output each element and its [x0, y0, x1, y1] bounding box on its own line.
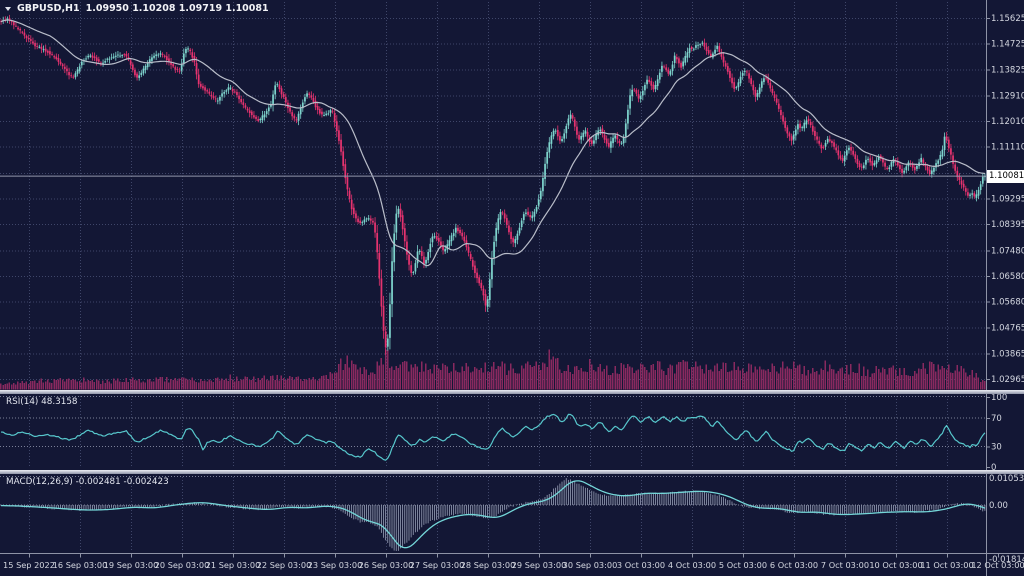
rsi-label: RSI(14) 48.3158: [6, 397, 78, 407]
time-tick-label: 6 Oct 03:00: [770, 560, 818, 570]
price-tick-label: 1.06580: [991, 272, 1024, 282]
price-tick-label: 1.09295: [991, 195, 1024, 205]
time-tick-label: 21 Sep 03:00: [206, 560, 261, 570]
price-tick-label: 1.07480: [991, 246, 1024, 256]
price-tick-label: 1.15625: [991, 14, 1024, 24]
time-tick-label: 4 Oct 03:00: [668, 560, 716, 570]
price-tick-label: 1.14725: [991, 40, 1024, 50]
time-tick-label: 20 Sep 03:00: [155, 560, 210, 570]
time-tick-label: 19 Sep 03:00: [104, 560, 159, 570]
time-tick-label: 29 Sep 03:00: [512, 560, 567, 570]
time-tick-label: 11 Oct 03:00: [920, 560, 973, 570]
time-tick-label: 16 Sep 03:00: [53, 560, 108, 570]
time-tick-label: 22 Sep 03:00: [257, 560, 312, 570]
macd-label-text: MACD(12,26,9) -0.002481 -0.002423: [6, 477, 169, 487]
macd-series: [0, 478, 986, 551]
ohlc-values: 1.09950 1.10208 1.09719 1.10081: [85, 3, 269, 14]
rsi-tick-label: 100: [991, 393, 1007, 403]
time-tick-label: 7 Oct 03:00: [821, 560, 869, 570]
symbol-dropdown-icon[interactable]: [5, 6, 11, 11]
rsi-tick-label: 70: [991, 414, 1002, 424]
macd-tick-label: 0.010533: [989, 474, 1024, 484]
time-tick-label: 26 Sep 03:00: [359, 560, 414, 570]
price-tick-label: 1.04765: [991, 324, 1024, 334]
rsi-tick-label: 0: [991, 463, 996, 473]
symbol-period-label: GBPUSD,H1: [17, 3, 80, 14]
macd-label: MACD(12,26,9) -0.002481 -0.002423: [6, 477, 169, 487]
panel-splitter[interactable]: [0, 470, 1024, 474]
moving-average-line: [0, 19, 986, 267]
price-tick-label: 1.05680: [991, 298, 1024, 308]
price-tick-label: 1.13825: [991, 65, 1024, 75]
price-tick-label: 1.08395: [991, 220, 1024, 230]
time-tick-label: 12 Oct 03:00: [971, 560, 1024, 570]
time-tick-label: 5 Oct 03:00: [719, 560, 767, 570]
time-tick-label: 10 Oct 03:00: [869, 560, 922, 570]
price-tick-label: 1.03865: [991, 349, 1024, 359]
chart-title: GBPUSD,H1 1.09950 1.10208 1.09719 1.1008…: [5, 3, 269, 14]
volume-histogram: [0, 349, 986, 390]
price-tick-label: 1.02965: [991, 375, 1024, 385]
macd-tick-label: -0.018143: [989, 555, 1024, 565]
time-tick-label: 30 Sep 03:00: [563, 560, 618, 570]
price-tick-label: 1.11110: [991, 143, 1024, 153]
price-tick-label: 1.12010: [991, 117, 1024, 127]
time-tick-label: 15 Sep 2022: [3, 560, 55, 570]
current-price-tag: 1.10081: [987, 170, 1024, 183]
macd-tick-label: 0.00: [989, 501, 1008, 511]
rsi-tick-label: 30: [991, 443, 1002, 453]
rsi-line: [0, 413, 986, 461]
time-tick-label: 23 Sep 03:00: [308, 560, 363, 570]
time-tick-label: 27 Sep 03:00: [410, 560, 465, 570]
candlestick-series: [0, 14, 986, 355]
time-tick-label: 3 Oct 03:00: [617, 560, 665, 570]
chart-grid: [0, 2, 986, 552]
price-tick-label: 1.12910: [991, 91, 1024, 101]
panel-splitter[interactable]: [0, 390, 1024, 394]
current-price-value: 1.10081: [989, 171, 1024, 181]
time-tick-label: 28 Sep 03:00: [461, 560, 516, 570]
rsi-label-text: RSI(14) 48.3158: [6, 397, 78, 407]
